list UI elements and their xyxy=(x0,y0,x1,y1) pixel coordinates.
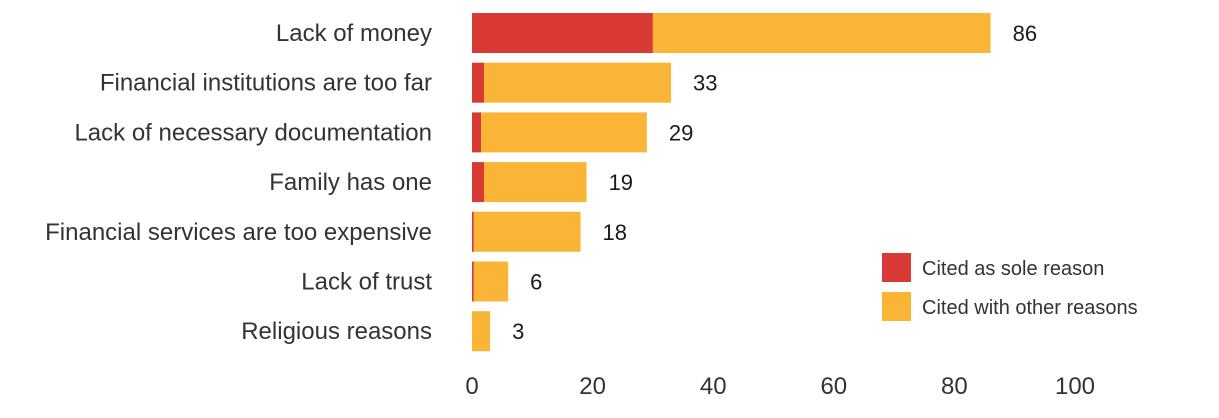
bar-total-label: 3 xyxy=(512,319,524,344)
bar-segment-sole xyxy=(472,211,474,252)
category-label: Lack of necessary documentation xyxy=(74,119,432,146)
x-tick-label: 80 xyxy=(941,373,968,400)
bar-segment-sole xyxy=(472,261,474,302)
bar-segment-other xyxy=(472,311,491,352)
legend-swatch-other xyxy=(882,292,911,321)
x-axis: 0 20 40 60 80 100 xyxy=(465,373,1095,400)
bar-segment-sole xyxy=(472,162,485,203)
category-label: Financial institutions are too far xyxy=(100,70,432,97)
bar-segment-other xyxy=(652,13,991,53)
x-tick-label: 40 xyxy=(700,373,727,400)
bar-total-label: 19 xyxy=(609,170,633,195)
bar-total-label: 18 xyxy=(603,220,627,245)
bars xyxy=(472,13,991,352)
legend-label-other: Cited with other reasons xyxy=(922,297,1138,319)
bar-total-label: 33 xyxy=(693,71,717,96)
bar-segment-other xyxy=(481,112,647,153)
x-tick-label: 0 xyxy=(465,373,478,400)
x-tick-label: 20 xyxy=(579,373,606,400)
x-tick-label: 60 xyxy=(820,373,847,400)
bar-segment-sole xyxy=(472,13,653,53)
category-label: Religious reasons xyxy=(241,318,432,345)
bar-segment-sole xyxy=(472,62,485,103)
legend: Cited as sole reason Cited with other re… xyxy=(882,253,1138,321)
category-label: Family has one xyxy=(269,169,432,196)
bar-total-label: 29 xyxy=(669,120,693,145)
bar-total-label: 86 xyxy=(1013,21,1037,46)
legend-swatch-sole xyxy=(882,253,911,282)
category-label: Lack of trust xyxy=(301,269,432,296)
bar-segment-other xyxy=(484,162,587,203)
bar-segment-other xyxy=(473,261,509,302)
bar-segment-other xyxy=(473,211,581,252)
bar-segment-other xyxy=(484,62,671,103)
category-labels: Lack of money Financial institutions are … xyxy=(45,20,432,345)
legend-label-sole: Cited as sole reason xyxy=(922,258,1104,280)
bar-segment-sole xyxy=(472,112,482,153)
bar-total-label: 6 xyxy=(530,270,542,295)
category-label: Lack of money xyxy=(276,20,432,47)
x-tick-label: 100 xyxy=(1055,373,1095,400)
category-label: Financial services are too expensive xyxy=(45,219,432,246)
